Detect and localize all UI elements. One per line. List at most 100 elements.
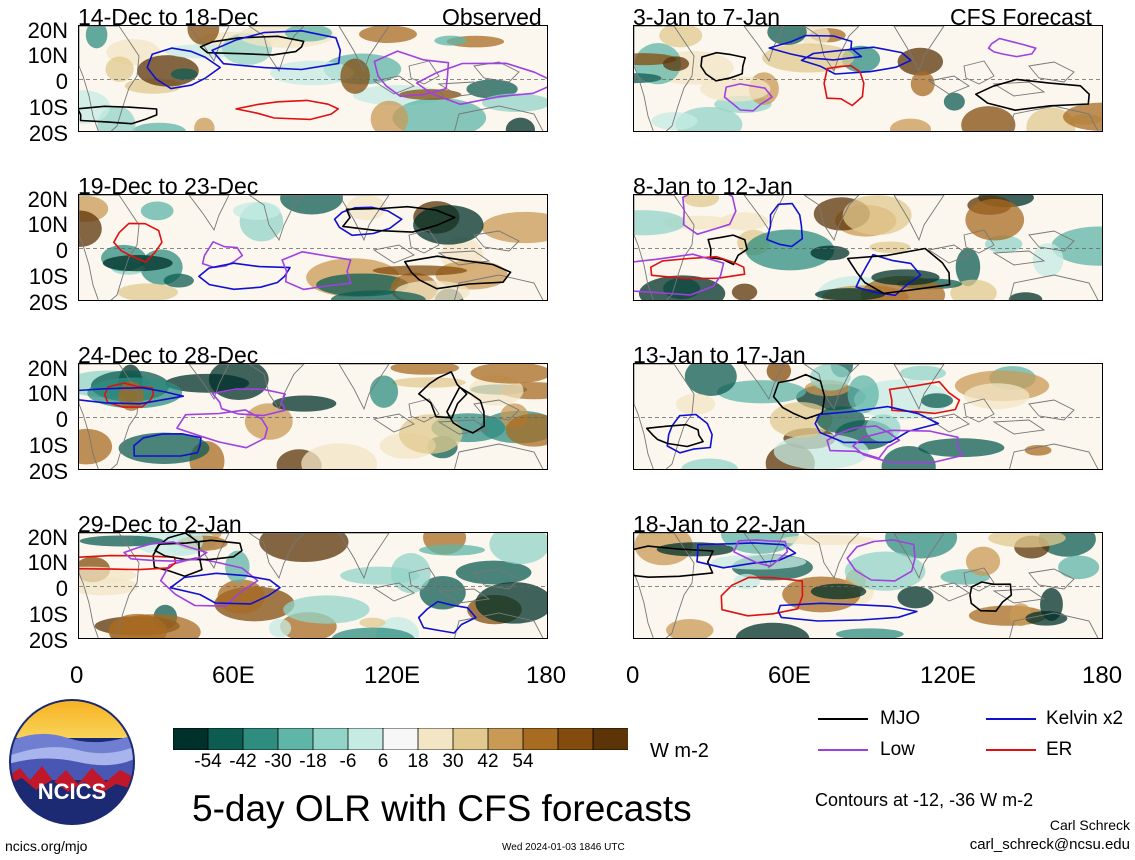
olr-anomaly-blob xyxy=(268,618,292,638)
coastline xyxy=(992,81,1046,97)
coastline xyxy=(188,364,230,401)
olr-anomaly-blob xyxy=(662,56,690,72)
wave-contour xyxy=(176,409,269,449)
wave-contour xyxy=(79,105,158,125)
wave-contour xyxy=(975,78,1090,111)
wave-contour xyxy=(404,255,512,290)
olr-anomaly-blob xyxy=(869,241,911,253)
wave-contour xyxy=(682,195,737,235)
olr-anomaly-blob xyxy=(470,364,547,384)
lat-label: 10N xyxy=(27,381,68,406)
olr-anomaly-blob xyxy=(140,201,174,221)
colorbar-swatch xyxy=(522,727,559,751)
olr-anomaly-blob xyxy=(413,205,484,245)
wave-contour xyxy=(281,251,352,291)
olr-anomaly-blob xyxy=(835,628,904,638)
olr-anomaly-blob xyxy=(505,117,535,131)
colorbar-tick-label: 18 xyxy=(407,751,429,772)
legend-label-er: ER xyxy=(1046,739,1073,760)
coastline xyxy=(1028,568,1075,590)
olr-anomaly-blob xyxy=(285,26,333,42)
olr-anomaly-blob xyxy=(505,413,547,447)
wave-contour xyxy=(772,373,826,420)
coastline xyxy=(437,588,491,604)
coastline xyxy=(1009,274,1099,300)
olr-anomaly-blob xyxy=(766,364,792,383)
olr-anomaly-blob xyxy=(399,89,462,100)
lat-label: 20N xyxy=(27,187,68,212)
olr-anomaly-blob xyxy=(372,265,468,276)
wave-contour xyxy=(123,541,208,562)
olr-anomaly-blob xyxy=(918,438,1005,458)
olr-anomaly-blob xyxy=(897,47,944,76)
lon-label: 180 xyxy=(1082,662,1123,689)
wave-contour xyxy=(723,83,773,112)
lat-label: 10S xyxy=(28,264,68,289)
author-email[interactable]: carl_schreck@ncsu.edu xyxy=(969,836,1130,853)
wave-contour xyxy=(152,533,203,578)
lat-label: 20S xyxy=(28,628,68,653)
lat-label: 20N xyxy=(27,356,68,381)
lat-label: 10S xyxy=(28,95,68,120)
olr-anomaly-blob xyxy=(885,533,958,559)
coastline xyxy=(408,60,440,85)
olr-anomaly-blob xyxy=(102,255,173,272)
olr-anomaly-blob xyxy=(108,613,167,638)
wave-contour xyxy=(720,576,804,617)
olr-anomaly-blob xyxy=(481,211,547,244)
olr-anomaly-blob xyxy=(340,58,370,94)
coastline xyxy=(372,413,415,433)
forecast-map-panel-4 xyxy=(633,532,1103,639)
coastline xyxy=(338,533,390,580)
wave-contour xyxy=(211,388,286,417)
olr-anomaly-blob xyxy=(675,393,716,415)
coastline xyxy=(992,419,1046,435)
olr-anomaly-blob xyxy=(899,365,947,381)
lat-label: 10S xyxy=(28,602,68,627)
olr-anomaly-blob xyxy=(391,377,467,388)
olr-anomaly-blob xyxy=(842,195,912,236)
coastline xyxy=(338,364,390,411)
olr-anomaly-blob xyxy=(85,26,108,49)
coastline xyxy=(454,274,544,300)
coastline xyxy=(893,26,945,73)
lon-label: 60E xyxy=(768,662,811,689)
colorbar-tick-label: -42 xyxy=(229,751,257,772)
olr-anomaly-blob xyxy=(890,118,931,131)
coastline xyxy=(803,533,860,580)
olr-anomaly-blob xyxy=(809,364,851,391)
colorbar-tick-label: 42 xyxy=(477,751,499,772)
lat-label: 0 xyxy=(55,576,68,601)
wave-contour xyxy=(666,413,713,454)
olr-anomaly-blob xyxy=(871,269,940,286)
lat-label: 20S xyxy=(28,290,68,315)
coastline xyxy=(454,105,544,131)
wave-contour xyxy=(198,262,291,291)
olr-anomaly-blob xyxy=(810,245,850,261)
olr-anomaly-blob xyxy=(731,283,758,300)
coastline xyxy=(803,26,860,73)
coastline xyxy=(188,533,230,570)
coastline xyxy=(927,413,970,433)
wave-contour xyxy=(846,247,951,295)
coastline xyxy=(893,195,945,242)
wave-contour xyxy=(199,35,305,56)
coastline xyxy=(408,229,440,254)
colorbar-swatch xyxy=(347,727,384,751)
wave-contour xyxy=(169,572,281,605)
lat-label: 0 xyxy=(55,238,68,263)
coastline xyxy=(963,229,995,254)
lon-label: 120E xyxy=(364,662,421,689)
wave-contour xyxy=(79,386,185,405)
wave-contour xyxy=(79,554,177,571)
colorbar-tick-label: 30 xyxy=(442,751,464,772)
coastline xyxy=(248,533,305,580)
coastline xyxy=(743,26,785,63)
site-link[interactable]: ncics.org/mjo xyxy=(5,838,88,854)
olr-anomaly-blob xyxy=(359,617,386,628)
legend-label-kelvin: Kelvin x2 xyxy=(1046,708,1124,729)
olr-anomaly-blob xyxy=(280,195,343,215)
colorbar-swatch xyxy=(277,727,314,751)
olr-anomaly-blob xyxy=(419,544,486,556)
olr-anomaly-blob xyxy=(170,68,198,80)
